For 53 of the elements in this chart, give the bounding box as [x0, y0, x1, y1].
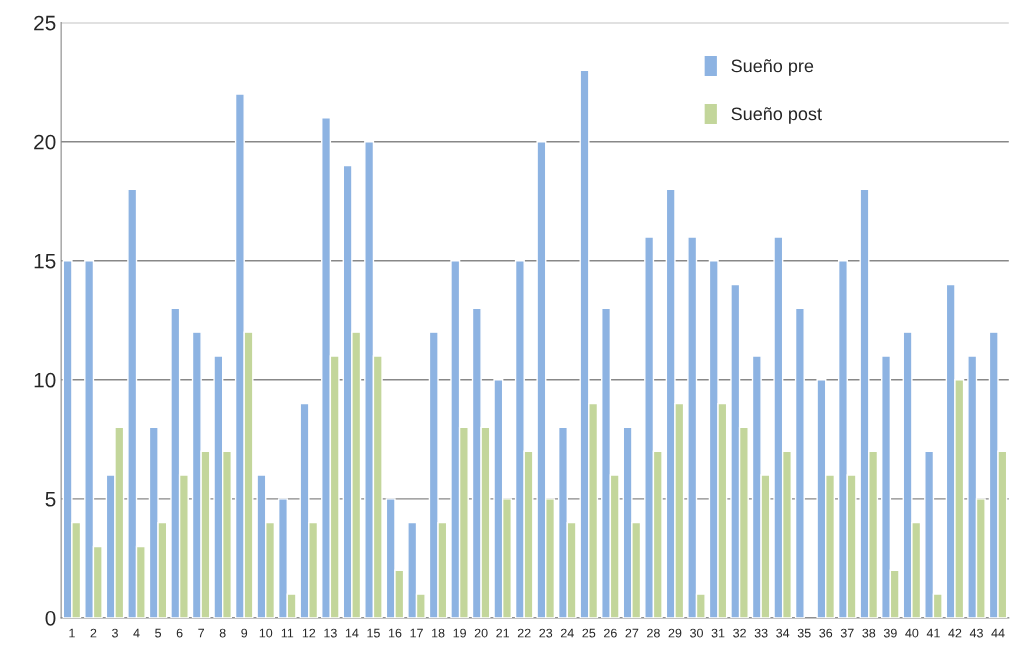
- x-tick-label: 30: [690, 628, 703, 638]
- x-tick-label: 8: [219, 628, 226, 638]
- x-tick-label: 24: [560, 628, 574, 638]
- x-tick-label: 25: [582, 628, 596, 638]
- x-tick-label: 22: [517, 628, 531, 638]
- x-tick-label: 4: [133, 628, 140, 638]
- x-tick-label: 12: [302, 628, 316, 638]
- x-tick-label: 15: [367, 628, 380, 638]
- x-tick-label: 2: [90, 628, 97, 638]
- bar: [794, 307, 805, 618]
- y-tick-label: 15: [34, 253, 56, 269]
- x-tick-label: 37: [840, 628, 854, 638]
- x-tick-label: 29: [668, 628, 682, 638]
- x-tick-label: 5: [155, 628, 162, 638]
- x-tick-label: 11: [281, 628, 294, 638]
- x-tick-label: 42: [948, 628, 962, 638]
- x-tick-label: 16: [388, 628, 402, 638]
- x-tick-label: 10: [259, 628, 273, 638]
- x-tick-label: 26: [604, 628, 617, 638]
- x-tick-label: 36: [819, 628, 833, 638]
- x-tick-label: 34: [776, 628, 790, 638]
- x-tick-label: 44: [991, 628, 1005, 638]
- x-tick-label: 38: [862, 628, 876, 638]
- x-tick-label: 35: [797, 628, 811, 638]
- x-tick-label: 7: [198, 628, 204, 638]
- x-tick-label: 27: [625, 628, 639, 638]
- x-tick-label: 21: [496, 628, 510, 638]
- y-tick-label: 0: [45, 610, 56, 626]
- y-tick-label: 25: [34, 15, 56, 31]
- x-tick-label: 6: [176, 628, 183, 638]
- y-tick-label: 5: [45, 492, 56, 507]
- x-tick-label: 23: [539, 628, 553, 638]
- x-tick-label: 33: [754, 628, 768, 638]
- x-tick-label: 32: [733, 628, 746, 638]
- x-tick-label: 19: [453, 628, 466, 638]
- x-tick-label: 43: [969, 628, 983, 638]
- x-tick-label: 20: [474, 628, 488, 638]
- x-tick-label: 31: [711, 628, 725, 638]
- legend-label: Sueño pre: [731, 59, 814, 76]
- x-tick-label: 40: [905, 628, 919, 638]
- x-tick-label: 28: [647, 628, 660, 638]
- x-tick-label: 3: [111, 628, 118, 638]
- y-tick-label: 20: [34, 134, 56, 150]
- x-tick-label: 14: [345, 628, 359, 638]
- x-tick-label: 41: [926, 628, 940, 638]
- y-tick-label: 10: [34, 372, 56, 388]
- x-tick-label: 13: [324, 628, 337, 638]
- x-tick-label: 1: [69, 628, 75, 638]
- x-tick-label: 17: [410, 628, 423, 638]
- legend-label: Sueño post: [731, 107, 822, 124]
- x-tick-label: 18: [432, 628, 445, 638]
- x-tick-label: 9: [241, 628, 248, 638]
- x-tick-label: 39: [883, 628, 897, 638]
